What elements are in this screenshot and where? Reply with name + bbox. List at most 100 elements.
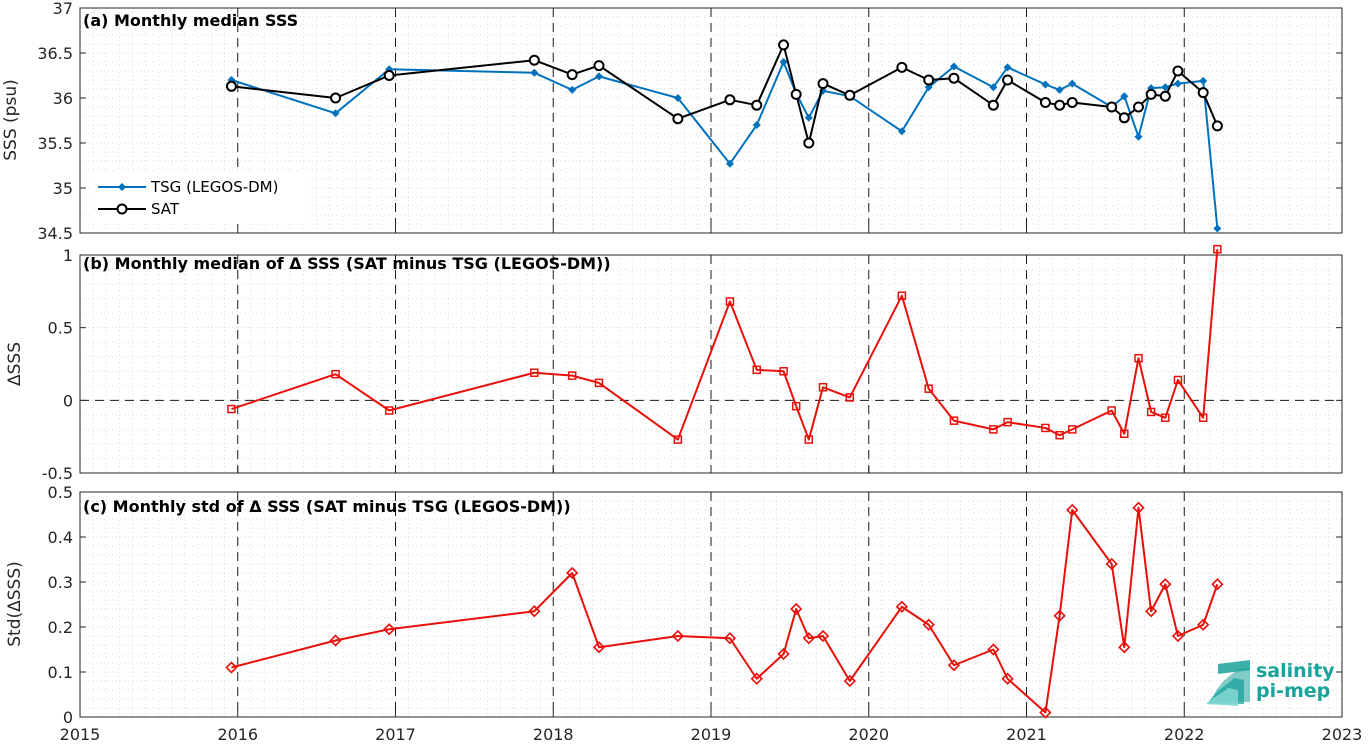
legend-label-sat: SAT — [151, 200, 180, 218]
data-point — [752, 365, 761, 375]
data-point — [816, 629, 830, 643]
panel-a-ylabel: SSS (psu) — [1, 79, 21, 160]
data-point — [949, 416, 959, 425]
data-point — [1172, 65, 1184, 77]
data-point — [1146, 407, 1156, 417]
data-point — [1132, 501, 1145, 514]
data-point — [1211, 578, 1224, 591]
data-point — [1213, 224, 1222, 233]
data-point — [673, 94, 682, 102]
panel-a-title: (a) Monthly median SSS — [83, 11, 298, 30]
data-point — [723, 632, 737, 645]
panel-b-median-delta: (b) Monthly median of Δ SSS (SAT minus T… — [5, 244, 1222, 444]
data-point — [1144, 605, 1158, 618]
data-point — [1134, 132, 1143, 141]
series-line — [231, 506, 1219, 714]
ytick-label: 36 — [53, 89, 73, 108]
data-point — [1134, 353, 1143, 363]
data-point — [1145, 88, 1157, 100]
data-point — [1054, 99, 1066, 111]
xtick-label: 2022 — [1164, 725, 1205, 744]
data-point — [896, 61, 908, 73]
data-point — [225, 661, 238, 674]
data-point — [594, 378, 604, 388]
data-point — [1106, 101, 1118, 113]
xtick-label: 2023 — [1322, 725, 1363, 744]
data-point — [1118, 112, 1130, 124]
panel-c-series — [225, 501, 1224, 719]
ytick-label: 0.2 — [48, 618, 73, 637]
panel-c-ylabel: Std(ΔSSS) — [5, 561, 25, 647]
data-point — [777, 647, 790, 661]
legend-box — [90, 172, 306, 224]
ytick-label: 35.5 — [37, 134, 73, 153]
data-point — [1066, 503, 1079, 517]
data-point — [790, 88, 802, 100]
logo-waves-icon — [1206, 660, 1250, 706]
panel-c-axes: 0 0.1 0.2 0.3 0.4 0.5 2015 2016 2017 2018 2019 2020… — [48, 483, 1363, 744]
data-point — [383, 623, 396, 636]
data-point — [779, 367, 788, 376]
data-point — [1001, 672, 1014, 685]
data-point — [528, 54, 540, 66]
data-point — [1211, 120, 1223, 132]
data-point — [725, 297, 735, 306]
data-point — [384, 406, 394, 415]
xtick-label: 2018 — [533, 725, 574, 744]
legend-marker-sat — [116, 203, 128, 215]
data-point — [1118, 641, 1131, 654]
data-point — [923, 74, 935, 86]
data-point — [1213, 244, 1222, 254]
ytick-label: 0.5 — [48, 483, 73, 502]
data-point — [1120, 429, 1129, 439]
data-point — [845, 393, 855, 402]
xtick-label: 2019 — [691, 725, 732, 744]
data-point — [331, 109, 340, 118]
series-line — [231, 249, 1219, 441]
salinity-pimep-logo: salinity pi-mep — [1206, 660, 1335, 706]
data-point — [989, 83, 998, 92]
data-point — [803, 137, 815, 149]
data-point — [567, 371, 577, 380]
data-point — [593, 60, 605, 72]
data-point — [594, 72, 603, 81]
data-point — [331, 369, 340, 379]
data-point — [922, 618, 935, 631]
data-point — [725, 159, 734, 168]
data-point — [1159, 578, 1172, 591]
ytick-label: 36.5 — [37, 44, 73, 63]
data-point — [1159, 90, 1171, 102]
legend-marker-tsg — [118, 183, 126, 191]
data-point — [227, 404, 236, 414]
ytick-label: 0 — [63, 391, 73, 410]
data-point — [592, 641, 606, 654]
data-point — [1199, 76, 1208, 85]
data-point — [1173, 375, 1183, 385]
data-point — [1133, 101, 1145, 113]
data-point — [751, 99, 763, 111]
ytick-label: 0 — [63, 708, 73, 727]
data-point — [530, 68, 539, 77]
data-point — [528, 605, 541, 618]
data-point — [1039, 706, 1052, 719]
data-point — [779, 58, 788, 66]
data-point — [897, 127, 906, 136]
data-point — [752, 121, 761, 129]
data-point — [843, 674, 856, 688]
legend: TSG (LEGOS-DM) SAT — [90, 172, 306, 224]
data-point — [329, 634, 342, 647]
data-point — [987, 99, 999, 111]
data-point — [949, 62, 958, 71]
panel-b-series — [227, 244, 1222, 444]
legend-label-tsg: TSG (LEGOS-DM) — [150, 178, 278, 196]
data-point — [1066, 97, 1078, 108]
data-point — [1197, 618, 1210, 631]
data-point — [1171, 629, 1185, 643]
ytick-label: 0.4 — [48, 528, 73, 547]
data-point — [1055, 430, 1064, 440]
data-point — [724, 94, 736, 106]
data-point — [897, 291, 907, 300]
data-point — [1055, 85, 1064, 94]
data-point — [1067, 425, 1077, 434]
panel-c-title: (c) Monthly std of Δ SSS (SAT minus TSG … — [83, 497, 571, 516]
